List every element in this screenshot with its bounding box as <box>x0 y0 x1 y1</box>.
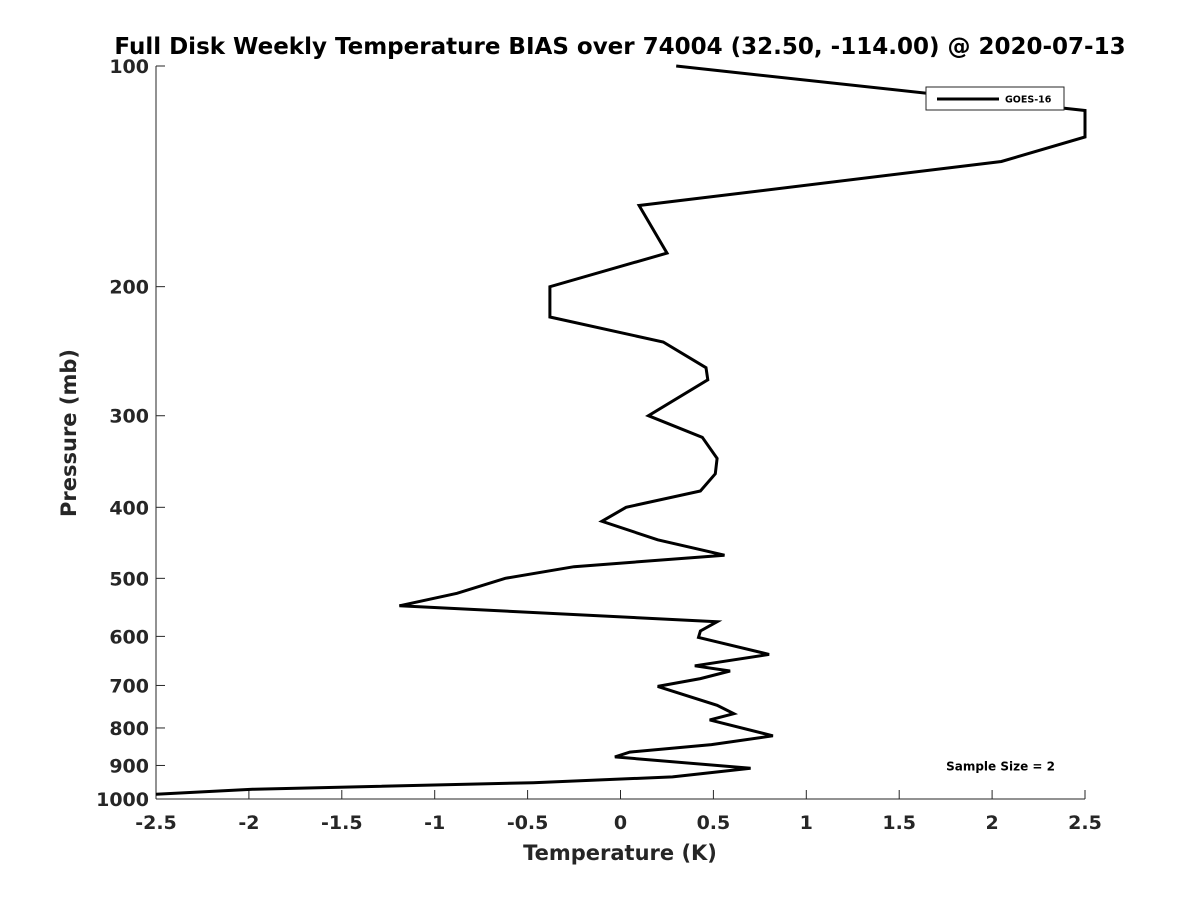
y-tick-label: 400 <box>109 497 149 519</box>
y-tick-label: 600 <box>109 626 149 648</box>
y-axis-label: Pressure (mb) <box>57 349 81 517</box>
x-tick-label: 1 <box>800 812 813 834</box>
chart-title: Full Disk Weekly Temperature BIAS over 7… <box>114 34 1125 60</box>
x-tick-label: 1.5 <box>882 812 916 834</box>
sample-size-annotation: Sample Size = 2 <box>946 759 1055 773</box>
x-tick-label: -0.5 <box>507 812 549 834</box>
x-tick-label: 2 <box>985 812 998 834</box>
y-tick-label: 200 <box>109 277 149 299</box>
x-axis-label: Temperature (K) <box>523 841 717 865</box>
y-tick-label: 800 <box>109 718 149 740</box>
y-axis-ticks: 100 200 300 400 500 600 700 800 900 1000 <box>96 56 165 811</box>
y-tick-label: 100 <box>109 56 149 78</box>
y-tick-label: 300 <box>109 406 149 428</box>
x-tick-label: -2.5 <box>135 812 177 834</box>
x-tick-label: 2.5 <box>1068 812 1102 834</box>
series-group <box>155 64 1087 796</box>
x-axis-ticks: -2.5 -2 -1.5 -1 -0.5 0 0.5 1 1.5 2 2.5 <box>135 790 1102 834</box>
plot-area: -2.5 -2 -1.5 -1 -0.5 0 0.5 1 1.5 2 2.5 100 200 300 40… <box>96 56 1102 834</box>
y-tick-label: 500 <box>109 568 149 590</box>
x-tick-label: 0 <box>614 812 627 834</box>
y-tick-label: 900 <box>109 755 149 777</box>
series-line-goes-16 <box>155 64 1087 796</box>
x-tick-label: 0.5 <box>697 812 731 834</box>
legend: GOES-16 <box>925 86 1065 111</box>
x-tick-label: -2 <box>238 812 259 834</box>
x-tick-label: -1 <box>424 812 445 834</box>
y-tick-label: 1000 <box>96 789 149 811</box>
x-tick-label: -1.5 <box>321 812 363 834</box>
y-tick-label: 700 <box>109 675 149 697</box>
legend-label-goes-16: GOES-16 <box>1005 95 1052 106</box>
